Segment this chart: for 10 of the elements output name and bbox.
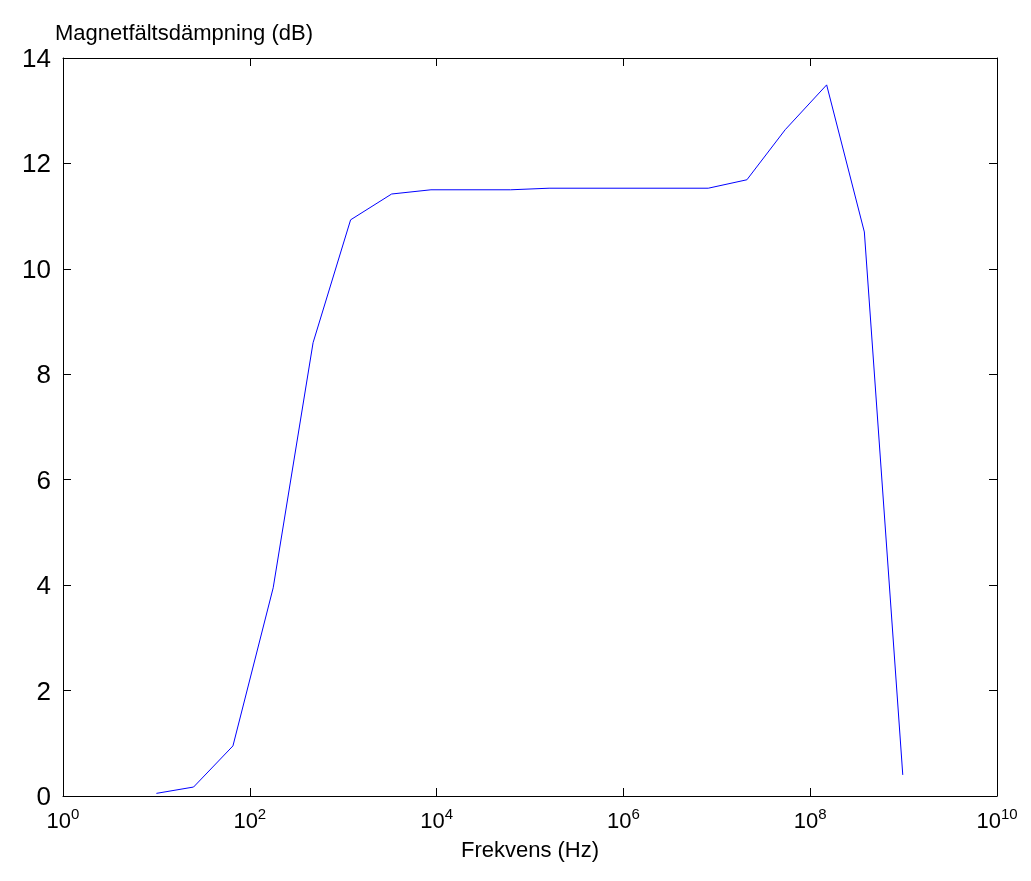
x-axis-title: Frekvens (Hz) xyxy=(460,836,600,862)
y-tick-label: 12 xyxy=(22,148,51,179)
y-tick-label: 10 xyxy=(22,253,51,284)
y-tick-label: 14 xyxy=(22,43,51,73)
y-tick-label: 6 xyxy=(36,464,51,495)
y-tick-label: 4 xyxy=(36,570,51,601)
y-tick-label: 8 xyxy=(36,359,51,390)
y-axis-title: Magnetfältsdämpning (dB) xyxy=(55,19,314,45)
y-tick-label: 2 xyxy=(36,675,51,706)
y-tick-label: 0 xyxy=(36,781,51,811)
